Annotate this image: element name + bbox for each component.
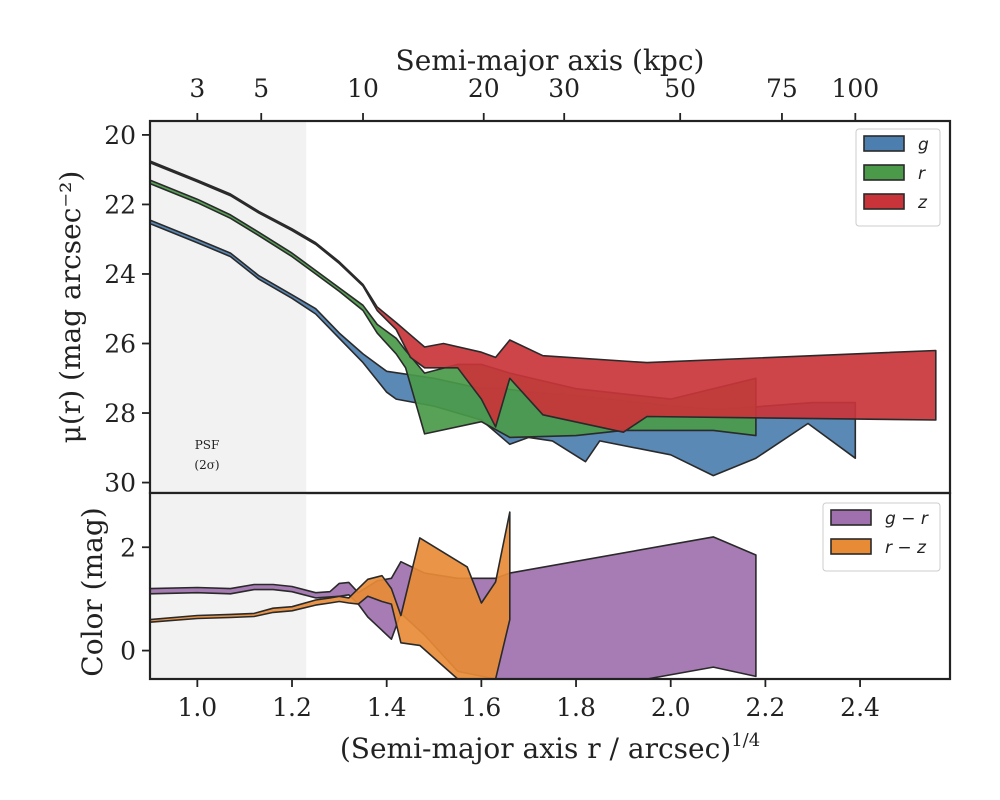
bottom-legend-label-g-r: g − r [885, 509, 929, 529]
kpc-tick-label: 100 [831, 74, 879, 103]
kpc-tick-label: 3 [189, 74, 205, 103]
psf-label: PSF [195, 438, 220, 452]
bottom-y-ticks: 02 [120, 533, 150, 666]
bottom-panel-frame [148, 491, 952, 681]
top-legend-label-r: r [918, 164, 926, 184]
top-legend: grz [855, 128, 941, 227]
top-y-ticks: 20 22 24 26 28 30 [104, 121, 150, 498]
top-legend-swatch-g [863, 135, 905, 152]
x-tick-label: 1.6 [461, 693, 501, 722]
top-y-tick-label: 26 [104, 330, 136, 359]
x-tick-label: 2.4 [840, 693, 880, 722]
bottom-y-tick-label: 2 [120, 533, 136, 562]
top-kpc-ticks: 3 5 10 20 30 50 75 100 [189, 74, 879, 121]
x-tick-label: 1.2 [272, 693, 312, 722]
bottom-legend-swatch-g-r [830, 509, 872, 526]
bottom-legend-swatch-r-z [830, 538, 872, 555]
bottom-legend-label-r-z: r − z [885, 538, 927, 558]
x-axis-title: (Semi-major axis r / arcsec)1/4 [340, 730, 760, 765]
top-area-series [150, 160, 937, 477]
top-y-tick-label: 22 [104, 190, 136, 219]
x-tick-label: 2.2 [746, 693, 786, 722]
x-tick-label: 1.4 [367, 693, 407, 722]
kpc-tick-label: 50 [664, 74, 696, 103]
kpc-tick-label: 5 [253, 74, 269, 103]
top-legend-swatch-r [863, 164, 905, 181]
kpc-tick-label: 10 [347, 74, 379, 103]
top-panel: 20 22 24 26 28 30 3 5 10 20 30 50 75 100 PSF (2σ) Se… [54, 44, 952, 498]
bottom-y-axis-title: Color (mag) [76, 507, 109, 676]
bottom-area-r-z [150, 511, 511, 679]
x-axis-title-superscript: 1/4 [731, 730, 760, 751]
top-legend-label-z: z [917, 193, 928, 213]
top-legend-swatch-z [863, 193, 905, 210]
bottom-legend: g − r r − z [822, 502, 941, 572]
kpc-tick-label: 20 [468, 74, 500, 103]
top-y-tick-label: 30 [104, 469, 136, 498]
top-y-axis-title: μ(r) (mag arcsec⁻²) [54, 171, 87, 444]
x-axis-title-main: (Semi-major axis r / arcsec) [340, 732, 731, 765]
kpc-tick-label: 75 [766, 74, 798, 103]
top-legend-label-g: g [918, 135, 929, 155]
bottom-panel: 02 1.0 1.2 1.4 1.6 1.8 2.0 2.2 2.4 Color (mag) … [76, 491, 952, 765]
top-y-tick-label: 28 [104, 399, 136, 428]
bottom-area-series [150, 511, 757, 679]
x-tick-label: 2.0 [651, 693, 691, 722]
top-area-z [150, 160, 937, 433]
x-tick-label: 1.8 [556, 693, 596, 722]
psf-sublabel: (2σ) [194, 458, 219, 472]
bottom-y-tick-label: 0 [120, 637, 136, 666]
top-axis-title: Semi-major axis (kpc) [396, 44, 705, 77]
kpc-tick-label: 30 [548, 74, 580, 103]
top-y-tick-label: 20 [104, 121, 136, 150]
top-psf-shading [150, 121, 307, 493]
top-y-tick-label: 24 [104, 260, 136, 289]
x-tick-label: 1.0 [177, 693, 217, 722]
bottom-x-ticks: 1.0 1.2 1.4 1.6 1.8 2.0 2.2 2.4 [177, 679, 880, 722]
